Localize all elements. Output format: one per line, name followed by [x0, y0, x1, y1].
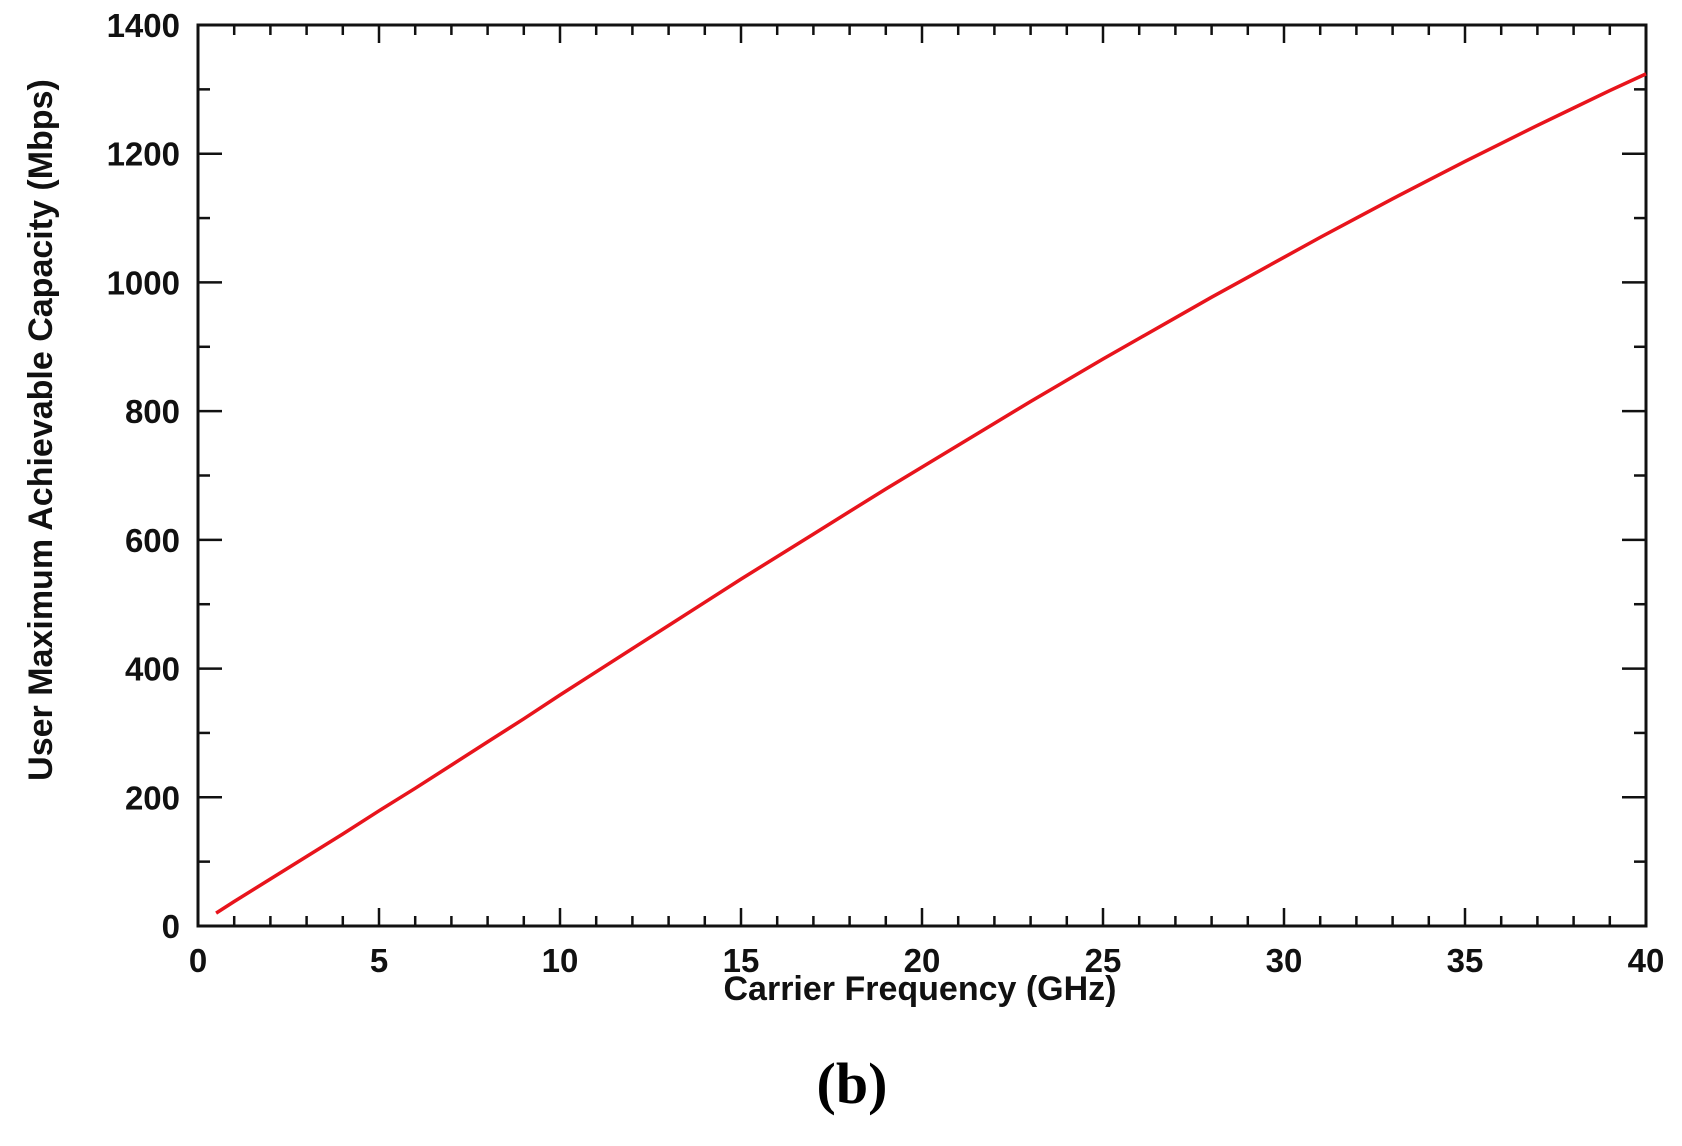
x-tick-label: 20 — [904, 942, 941, 979]
y-tick-label: 800 — [125, 393, 180, 430]
x-tick-label: 0 — [189, 942, 207, 979]
plot-frame — [196, 23, 1648, 928]
x-tick-label: 15 — [723, 942, 760, 979]
series-line — [215, 72, 1647, 915]
x-tick-label: 30 — [1266, 942, 1303, 979]
x-axis-label: Carrier Frequency (GHz) — [724, 970, 1117, 1008]
series-layer — [215, 72, 1647, 915]
y-tick-label: 1200 — [107, 136, 180, 173]
y-tick-label: 0 — [162, 908, 180, 945]
y-tick-label: 400 — [125, 651, 180, 688]
panel-label: (b) — [817, 1051, 888, 1116]
plot-area — [196, 23, 1648, 928]
x-tick-label: 10 — [542, 942, 579, 979]
x-tick-label: 35 — [1447, 942, 1484, 979]
y-axis-label: User Maximum Achievable Capacity (Mbps) — [22, 79, 60, 781]
y-tick-label: 1400 — [107, 7, 180, 44]
y-axis-ticks: 0 200 400 600 800 1000 1200 1400 — [107, 7, 1646, 945]
x-tick-label: 40 — [1628, 942, 1665, 979]
y-tick-label: 1000 — [107, 264, 180, 301]
y-tick-label: 200 — [125, 779, 180, 816]
y-tick-label: 600 — [125, 522, 180, 559]
x-tick-label: 5 — [370, 942, 388, 979]
x-tick-label: 25 — [1085, 942, 1122, 979]
x-axis-ticks: 0 5 10 15 20 25 30 35 40 — [189, 25, 1665, 979]
